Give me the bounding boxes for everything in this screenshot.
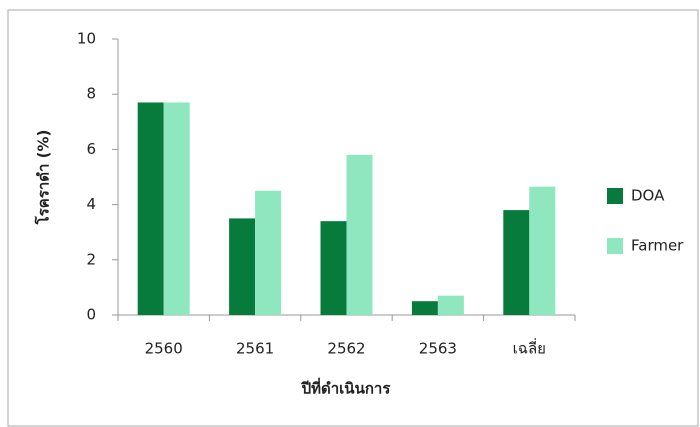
legend-label: Farmer — [631, 237, 684, 255]
y-tick-label: 8 — [86, 85, 96, 103]
x-tick-label: 2563 — [419, 340, 457, 358]
bar — [529, 186, 556, 315]
bar — [229, 218, 256, 315]
y-axis-label: โรคราดำ (%) — [34, 130, 53, 226]
chart-frame — [7, 9, 699, 427]
legend-swatch — [607, 238, 623, 254]
legend-label: DOA — [631, 187, 665, 205]
y-tick-label: 0 — [86, 306, 96, 324]
y-tick-label: 6 — [86, 140, 96, 158]
y-tick-label: 2 — [86, 250, 96, 268]
x-tick-label: เฉลี่ย — [513, 338, 546, 358]
bar — [320, 221, 347, 315]
y-tick-label: 4 — [86, 195, 96, 213]
x-tick-label: 2561 — [236, 340, 274, 358]
bar — [137, 102, 164, 315]
x-tick-label: 2560 — [145, 340, 183, 358]
x-tick-label: 2562 — [327, 340, 365, 358]
bar — [503, 210, 530, 315]
bar — [255, 190, 282, 315]
y-tick-label: 10 — [77, 30, 96, 48]
legend-swatch — [607, 188, 623, 204]
bar — [411, 301, 438, 315]
bar — [346, 154, 373, 315]
x-axis-label: ปีที่ดำเนินการ — [301, 378, 392, 398]
bar — [437, 295, 464, 315]
bar — [163, 102, 190, 315]
